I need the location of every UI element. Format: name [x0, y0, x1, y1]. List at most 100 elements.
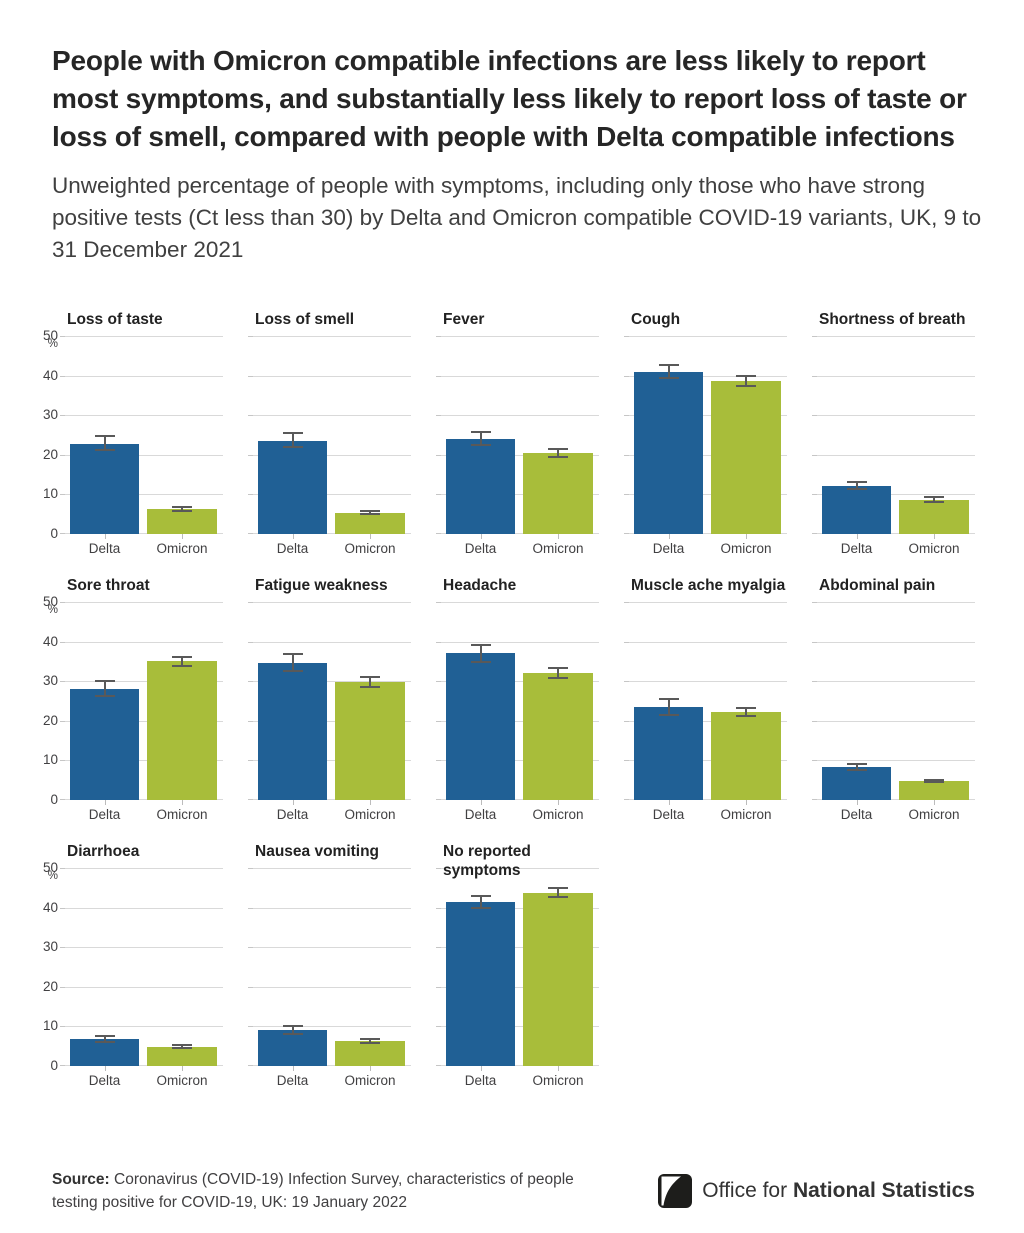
- ons-logo: Office for National Statistics: [658, 1174, 975, 1208]
- y-tick-mark: [436, 375, 441, 377]
- error-bar-delta: [282, 1025, 303, 1035]
- bar-omicron: [711, 381, 781, 534]
- gridline-20: [60, 720, 223, 722]
- x-tick-mark: [104, 800, 106, 805]
- y-tick-mark: [60, 415, 65, 417]
- y-tick-mark: [436, 533, 441, 534]
- y-tick-mark: [248, 760, 253, 762]
- gridline-50: [436, 868, 599, 869]
- chart-panel-loss-of-smell: Loss of smell Delta Omicron: [248, 310, 441, 560]
- y-tick-mark: [812, 533, 817, 534]
- y-tick-mark: [60, 947, 65, 949]
- error-bar-delta: [94, 1035, 115, 1044]
- error-bar-omicron: [924, 779, 944, 784]
- x-axis-label-delta: Delta: [464, 1073, 497, 1088]
- y-axis-label-50: 50: [42, 594, 58, 609]
- gridline-0: [248, 1065, 411, 1066]
- bar-delta: [258, 440, 327, 534]
- error-bar-omicron: [360, 676, 380, 688]
- y-axis-label-10: 10: [42, 486, 58, 502]
- gridline-10: [248, 1026, 411, 1028]
- gridline-0: [248, 533, 411, 534]
- gridline-10: [248, 494, 411, 496]
- y-tick-mark: [624, 336, 629, 337]
- bar-omicron: [335, 682, 405, 800]
- gridline-0: [812, 799, 975, 800]
- panel-title-line: Headache: [443, 577, 517, 594]
- gridline-50: [812, 336, 975, 337]
- x-axis-label-omicron: Omicron: [344, 807, 396, 822]
- source-note: Source: Coronavirus (COVID-19) Infection…: [52, 1168, 600, 1214]
- bar-delta: [446, 902, 515, 1066]
- gridline-0: [436, 1065, 599, 1066]
- x-axis-label-omicron: Omicron: [156, 1073, 208, 1088]
- bar-delta: [258, 662, 327, 800]
- x-axis-label-omicron: Omicron: [720, 541, 772, 556]
- x-tick-mark: [370, 800, 371, 805]
- y-axis-label-0: 0: [50, 792, 58, 807]
- y-tick-mark: [60, 799, 65, 800]
- x-axis-label-delta: Delta: [652, 541, 685, 556]
- gridline-30: [248, 415, 411, 417]
- ons-logo-text-regular: Office for: [702, 1179, 793, 1202]
- x-tick-mark: [746, 800, 747, 805]
- gridline-10: [436, 494, 599, 496]
- gridline-50: [624, 336, 787, 337]
- x-axis-label-omicron: Omicron: [720, 807, 772, 822]
- gridline-50: [436, 602, 599, 603]
- error-bar-delta: [470, 643, 491, 663]
- gridline-40: [248, 641, 411, 643]
- panel-title-line: Fatigue weakness: [255, 577, 388, 594]
- chart-panel-cough: Cough Delta Omicron: [624, 310, 817, 560]
- y-tick-mark: [436, 1026, 441, 1028]
- panel-title: Muscle ache myalgia: [631, 576, 803, 595]
- gridline-30: [436, 681, 599, 683]
- chart-panel-fatigue-weakness: Fatigue weakness Delta Omicron: [248, 576, 441, 826]
- x-tick-mark: [558, 1066, 559, 1071]
- panel-title: Nausea vomiting: [255, 842, 427, 861]
- x-tick-mark: [292, 800, 294, 805]
- bar-omicron: [147, 509, 217, 534]
- bar-omicron: [899, 781, 969, 800]
- x-axis-label-delta: Delta: [840, 807, 873, 822]
- y-tick-mark: [248, 336, 253, 337]
- y-tick-mark: [624, 681, 629, 683]
- chart-panel-abdominal-pain: Abdominal pain Delta Omicron: [812, 576, 1005, 826]
- bar-omicron: [899, 499, 969, 534]
- y-tick-mark: [436, 641, 441, 643]
- y-tick-mark: [248, 1065, 253, 1066]
- y-tick-mark: [248, 868, 253, 869]
- y-axis-label-0: 0: [50, 1058, 58, 1073]
- panel-title-line: Shortness of breath: [819, 311, 966, 328]
- y-tick-mark: [812, 494, 817, 496]
- y-tick-mark: [60, 986, 65, 988]
- error-bar-omicron: [172, 1043, 192, 1050]
- bar-delta: [634, 706, 703, 800]
- x-tick-mark: [370, 534, 371, 539]
- x-tick-mark: [104, 534, 106, 539]
- plot-area: [248, 868, 411, 1071]
- x-axis-label-omicron: Omicron: [156, 807, 208, 822]
- gridline-40: [248, 907, 411, 909]
- panel-title-line: Cough: [631, 311, 681, 328]
- panel-title-line: symptoms: [443, 862, 521, 879]
- y-tick-mark: [60, 868, 65, 869]
- gridline-50: [60, 868, 223, 869]
- panel-title-line: No reported: [443, 843, 531, 860]
- gridline-40: [60, 907, 223, 909]
- error-bar-delta: [470, 894, 491, 910]
- panel-title: Fatigue weakness: [255, 576, 427, 595]
- gridline-20: [248, 720, 411, 722]
- y-tick-mark: [436, 415, 441, 417]
- y-axis-label-30: 30: [42, 939, 58, 955]
- bar-delta: [70, 443, 139, 534]
- panel-title: Sore throat: [67, 576, 239, 595]
- gridline-50: [60, 336, 223, 337]
- y-tick-mark: [60, 681, 65, 683]
- gridline-10: [812, 760, 975, 762]
- x-axis-label-omicron: Omicron: [156, 541, 208, 556]
- chart-panel-nausea-vomiting: Nausea vomiting Delta Omicron: [248, 842, 441, 1092]
- error-bar-omicron: [360, 1037, 380, 1044]
- x-axis-label-omicron: Omicron: [532, 541, 584, 556]
- error-bar-omicron: [548, 666, 568, 679]
